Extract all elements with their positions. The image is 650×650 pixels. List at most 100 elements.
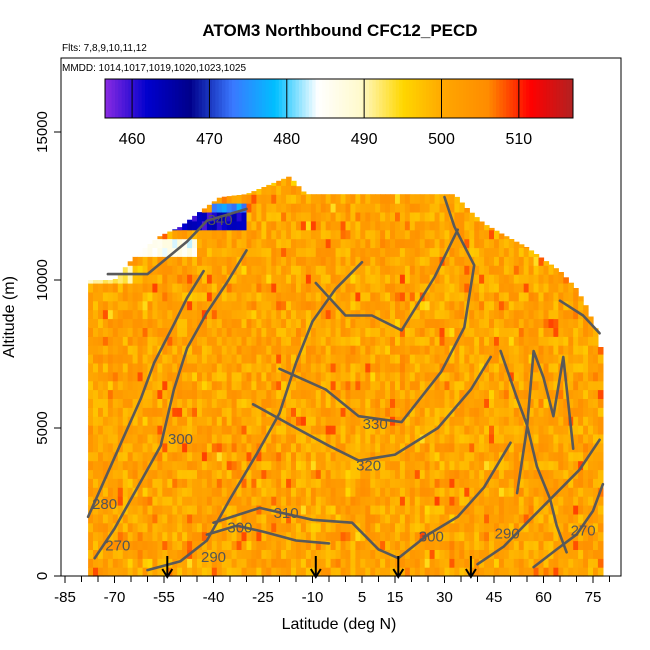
colorbar-swatch xyxy=(456,79,460,118)
heatmap-cell xyxy=(88,549,94,559)
heatmap-cell xyxy=(246,265,252,275)
heatmap-cell xyxy=(459,531,465,542)
heatmap-cell xyxy=(424,416,431,426)
heatmap-cell xyxy=(246,505,252,515)
heatmap-cell xyxy=(261,229,267,240)
colorbar-swatch xyxy=(108,79,113,118)
heatmap-cell xyxy=(286,451,292,462)
heatmap-cell xyxy=(261,380,267,391)
heatmap-cell xyxy=(261,318,267,328)
heatmap-cell xyxy=(459,540,465,550)
heatmap-cell xyxy=(291,220,297,231)
heatmap-cell xyxy=(414,407,421,417)
heatmap-cell xyxy=(206,558,213,568)
heatmap-cell xyxy=(256,194,262,204)
heatmap-cell xyxy=(409,513,416,524)
heatmap-cell xyxy=(429,549,436,559)
heatmap-cell xyxy=(291,496,297,506)
heatmap-cell xyxy=(300,442,307,453)
heatmap-cell xyxy=(266,487,272,497)
heatmap-cell xyxy=(182,283,188,293)
heatmap-cell xyxy=(469,433,475,444)
heatmap-cell xyxy=(216,238,223,249)
heatmap-cell xyxy=(464,487,470,497)
heatmap-cell xyxy=(251,416,257,426)
heatmap-cell xyxy=(137,505,144,515)
heatmap-cell xyxy=(201,496,208,506)
heatmap-cell xyxy=(177,318,183,328)
heatmap-cell xyxy=(518,558,525,568)
heatmap-cell xyxy=(300,505,307,515)
heatmap-cell xyxy=(355,433,361,444)
heatmap-cell xyxy=(187,354,193,364)
heatmap-cell xyxy=(553,460,559,471)
heatmap-cell xyxy=(365,371,371,382)
heatmap-cell xyxy=(533,567,540,577)
heatmap-cell xyxy=(429,256,436,266)
heatmap-cell xyxy=(459,460,465,471)
heatmap-cell xyxy=(291,291,297,302)
heatmap-cell xyxy=(132,309,139,320)
heatmap-cell xyxy=(469,309,475,320)
heatmap-cell xyxy=(236,451,243,462)
heatmap-cell xyxy=(315,442,322,453)
heatmap-cell xyxy=(281,238,287,249)
heatmap-cell xyxy=(340,247,347,257)
heatmap-cell xyxy=(286,238,292,249)
heatmap-cell xyxy=(360,513,366,524)
heatmap-cell xyxy=(503,371,510,382)
heatmap-cell xyxy=(320,203,327,213)
heatmap-cell xyxy=(132,336,139,346)
heatmap-cell xyxy=(335,380,342,391)
heatmap-cell xyxy=(286,478,292,488)
heatmap-cell xyxy=(498,300,505,311)
heatmap-cell xyxy=(107,354,114,364)
heatmap-cell xyxy=(241,238,248,249)
contour-line xyxy=(499,349,568,554)
heatmap-cell xyxy=(375,513,381,524)
heatmap-cell xyxy=(335,469,342,479)
heatmap-cell xyxy=(494,531,500,542)
heatmap-cell xyxy=(588,336,594,346)
heatmap-cell xyxy=(538,487,545,497)
heatmap-cell xyxy=(276,354,282,364)
heatmap-cell xyxy=(523,318,530,328)
heatmap-cell xyxy=(365,487,371,497)
colorbar-swatch xyxy=(208,79,213,118)
heatmap-cell xyxy=(489,274,495,284)
heatmap-cell xyxy=(494,274,500,284)
heatmap-cell xyxy=(390,433,396,444)
heatmap-cell xyxy=(429,469,436,479)
heatmap-cell xyxy=(88,380,94,391)
heatmap-cell xyxy=(439,354,446,364)
heatmap-cell xyxy=(385,407,391,417)
heatmap-cell xyxy=(211,247,218,257)
heatmap-cell xyxy=(177,416,183,426)
heatmap-cell xyxy=(137,425,144,435)
heatmap-cell xyxy=(192,220,198,231)
heatmap-cell xyxy=(370,398,376,408)
heatmap-cell xyxy=(459,354,465,364)
heatmap-cell xyxy=(226,318,233,328)
heatmap-cell xyxy=(355,425,361,435)
heatmap-cell xyxy=(355,256,361,266)
colorbar-swatch xyxy=(118,79,123,118)
heatmap-cell xyxy=(325,203,332,213)
heatmap-cell xyxy=(335,531,342,542)
heatmap-cell xyxy=(271,203,277,213)
heatmap-cell xyxy=(528,425,535,435)
heatmap-cell xyxy=(142,531,149,542)
heatmap-cell xyxy=(390,309,396,320)
heatmap-cell xyxy=(454,505,460,515)
heatmap-cell xyxy=(172,327,178,337)
heatmap-cell xyxy=(325,247,332,257)
heatmap-cell xyxy=(513,407,520,417)
colorbar-tick-label: 490 xyxy=(351,131,378,148)
heatmap-cell xyxy=(494,354,500,364)
heatmap-cell xyxy=(459,416,465,426)
heatmap-cell xyxy=(568,531,574,542)
heatmap-cell xyxy=(538,354,545,364)
heatmap-cell xyxy=(489,433,495,444)
heatmap-cell xyxy=(241,416,248,426)
heatmap-cell xyxy=(479,229,485,240)
